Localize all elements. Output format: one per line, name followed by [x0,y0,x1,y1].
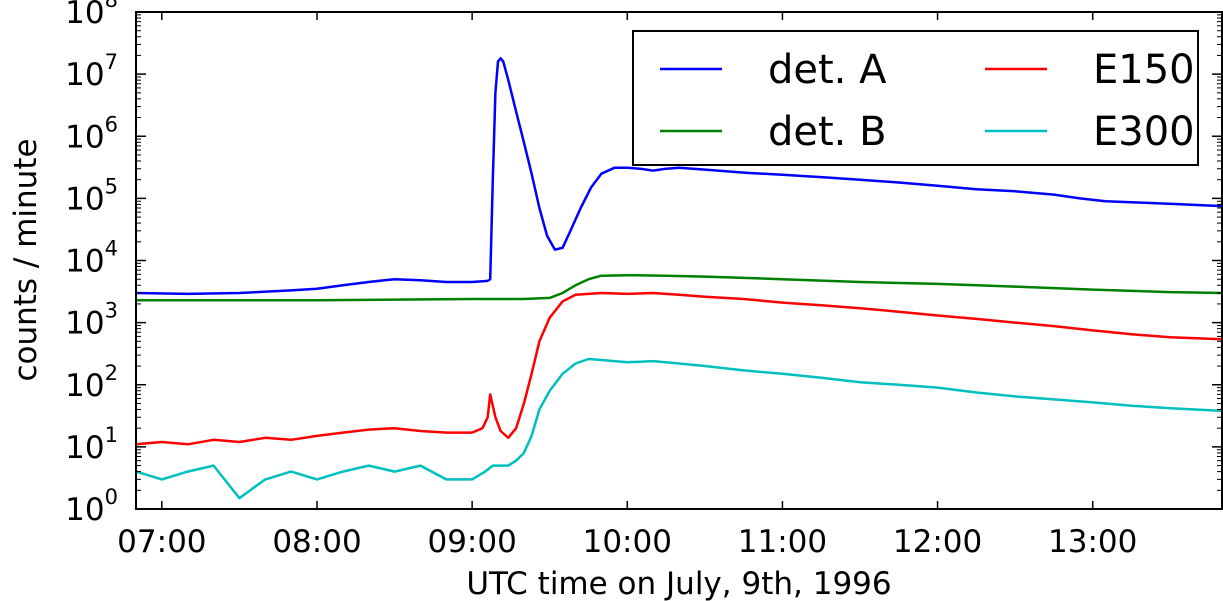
y-tick-label: 106 [65,112,118,155]
x-axis: 07:00 08:00 09:00 10:00 11:00 12:00 13:00 [117,12,1137,560]
y-tick-label: 107 [65,50,118,93]
y-tick-label: 108 [65,0,118,31]
legend-label: E150 [1093,47,1195,93]
y-axis: 100 101 102 103 104 105 106 107 108 [65,0,1222,528]
series-line-1 [136,273,1223,302]
y-tick-label: 103 [65,299,118,342]
legend-items: det. A det. B E150 E300 [660,47,1195,155]
series-line-2 [135,291,1223,446]
y-tick-label: 100 [65,485,118,528]
legend: det. A det. B E150 E300 [632,30,1199,166]
x-tick-label: 09:00 [427,524,516,560]
y-tick-label: 105 [65,174,118,217]
x-axis-title: UTC time on July, 9th, 1996 [466,566,891,601]
x-tick-label: 12:00 [893,524,982,560]
y-tick-label: 101 [65,423,118,466]
x-tick-label: 11:00 [738,524,827,560]
x-tick-label: 07:00 [117,524,206,560]
x-tick-label: 10:00 [583,524,672,560]
x-tick-label: 08:00 [272,524,361,560]
series-line-0 [135,57,1223,296]
y-tick-label: 102 [65,361,118,404]
y-axis-title: counts / minute [8,138,44,381]
legend-label: det. B [768,109,887,155]
y-tick-label: 104 [65,237,118,280]
series-layer [135,57,1223,500]
legend-box [632,30,1199,166]
series-line-3 [135,357,1223,500]
x-tick-label: 13:00 [1048,524,1137,560]
legend-label: det. A [768,47,887,93]
legend-label: E300 [1093,109,1195,155]
